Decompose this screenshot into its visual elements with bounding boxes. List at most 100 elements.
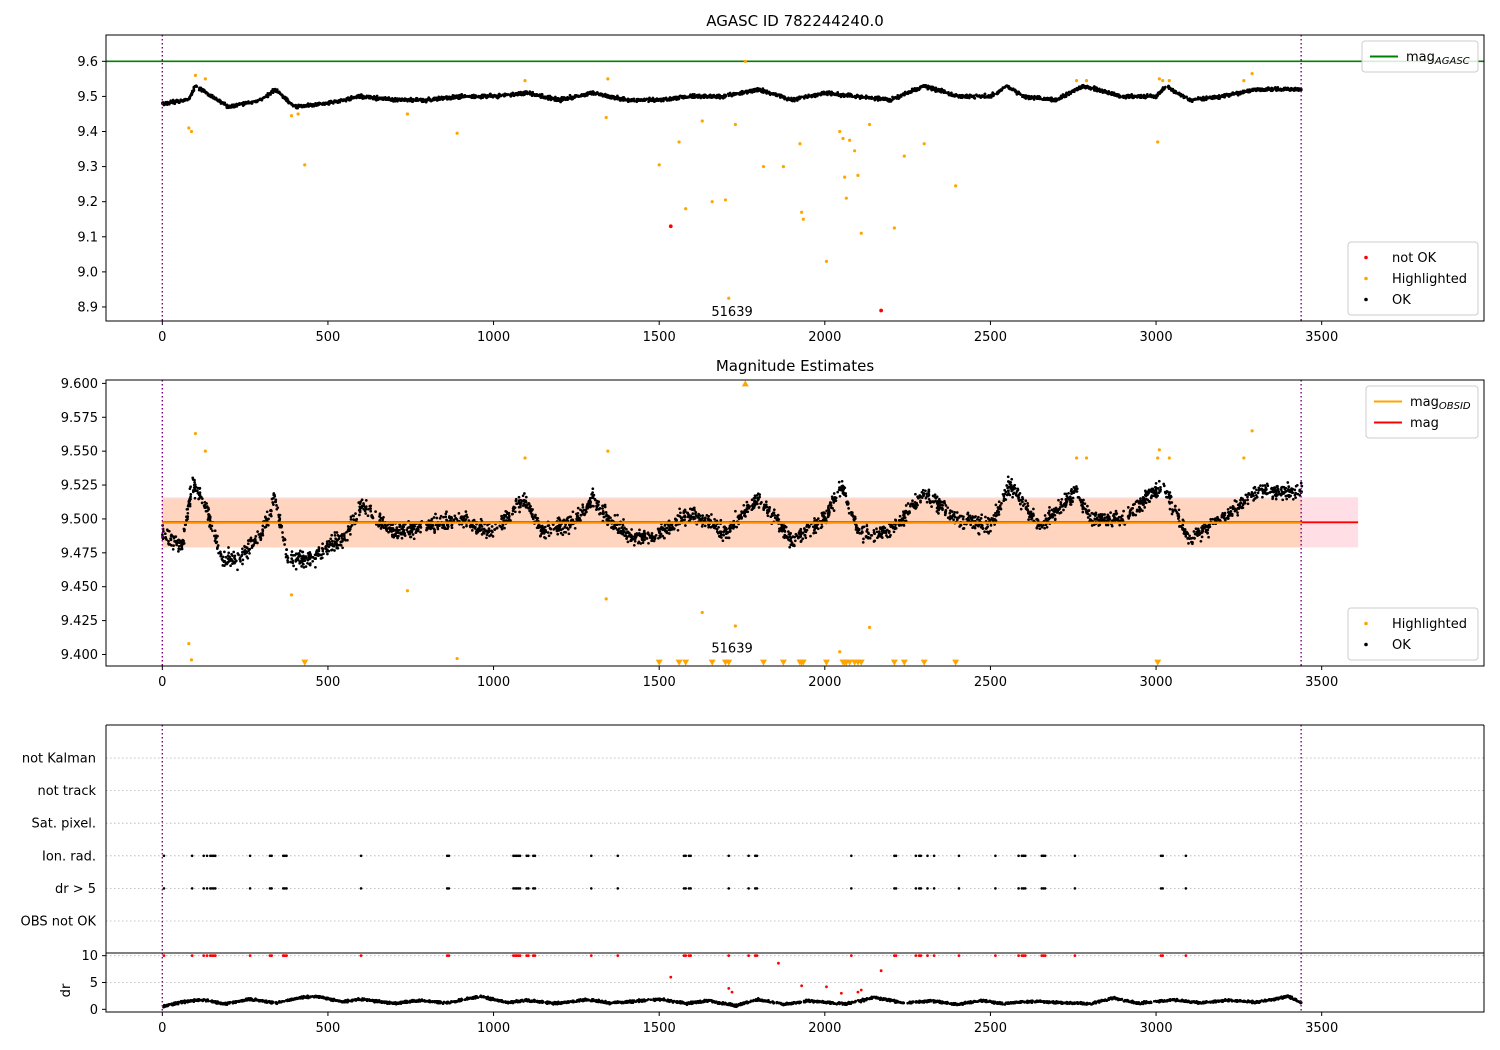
ok-point bbox=[460, 92, 464, 96]
ok-point bbox=[1001, 86, 1005, 89]
ok-point bbox=[250, 102, 254, 105]
ok-point bbox=[466, 95, 470, 98]
ok-point bbox=[375, 94, 379, 98]
ok-point bbox=[934, 499, 937, 503]
ok-point bbox=[339, 544, 343, 547]
ok-point bbox=[628, 98, 632, 101]
ok-point bbox=[711, 94, 714, 97]
ok-point bbox=[411, 533, 415, 536]
ok-point bbox=[364, 95, 368, 99]
ok-point bbox=[350, 97, 353, 100]
highlighted-point bbox=[604, 115, 608, 120]
ok-point bbox=[1156, 93, 1160, 97]
ok-point bbox=[745, 92, 749, 95]
ok-point bbox=[1057, 498, 1060, 502]
ok-point bbox=[976, 94, 979, 98]
ok-point bbox=[512, 92, 516, 96]
ok-point bbox=[647, 97, 650, 101]
highlighted-point bbox=[856, 173, 860, 177]
ok-point bbox=[865, 524, 869, 528]
ok-point bbox=[1089, 88, 1093, 91]
ok-point bbox=[491, 94, 495, 98]
y-tick-label: 9.6 bbox=[77, 55, 98, 70]
ok-point bbox=[497, 95, 501, 99]
ok-point bbox=[505, 93, 509, 97]
highlighted-point bbox=[798, 142, 802, 146]
ok-point bbox=[836, 91, 840, 94]
ok-point bbox=[163, 532, 167, 536]
ok-point bbox=[1182, 95, 1186, 99]
ok-point bbox=[749, 90, 753, 94]
ok-point bbox=[227, 551, 231, 555]
ok-point bbox=[1159, 90, 1163, 94]
ok-point bbox=[734, 509, 737, 513]
ok-point bbox=[239, 102, 243, 105]
ok-point bbox=[566, 96, 569, 99]
ok-point bbox=[1246, 502, 1250, 506]
ok-point bbox=[301, 105, 305, 108]
ok-point bbox=[972, 94, 976, 98]
ok-point bbox=[1226, 508, 1230, 511]
not-ok-points bbox=[668, 224, 884, 313]
ok-point bbox=[1037, 97, 1041, 101]
highlighted-point bbox=[867, 122, 872, 127]
ok-point bbox=[193, 496, 197, 500]
ok-point bbox=[282, 96, 286, 99]
ok-point bbox=[1081, 84, 1084, 87]
ok-point bbox=[433, 530, 436, 533]
ok-point bbox=[955, 511, 959, 514]
ok-point bbox=[1248, 90, 1252, 94]
ok-point bbox=[790, 96, 793, 100]
ok-point bbox=[987, 95, 991, 99]
ok-point bbox=[1016, 488, 1020, 492]
ok-point bbox=[1014, 493, 1018, 497]
obsid-annotation: 51639 bbox=[711, 305, 752, 320]
highlighted-point bbox=[954, 184, 958, 188]
ok-point bbox=[297, 104, 301, 108]
ok-point bbox=[1000, 502, 1003, 505]
ok-point bbox=[827, 90, 831, 93]
ok-point bbox=[1294, 484, 1298, 488]
ok-point bbox=[723, 96, 727, 99]
ok-point bbox=[1125, 93, 1129, 97]
ok-point bbox=[235, 104, 239, 108]
ok-point bbox=[549, 527, 553, 531]
ok-point bbox=[765, 91, 769, 95]
ok-point bbox=[948, 511, 952, 515]
ok-point bbox=[1118, 523, 1122, 527]
ok-point bbox=[374, 510, 377, 513]
ok-point bbox=[473, 95, 476, 99]
ok-point bbox=[470, 93, 474, 97]
highlighted-point bbox=[1074, 79, 1079, 83]
ok-point bbox=[328, 100, 332, 104]
ok-point bbox=[486, 94, 489, 98]
ok-point bbox=[793, 539, 797, 543]
ok-point bbox=[1242, 90, 1246, 93]
ok-point bbox=[655, 98, 658, 102]
ok-point bbox=[599, 92, 602, 95]
highlighted-point bbox=[843, 175, 847, 179]
ok-point bbox=[1121, 94, 1125, 98]
ok-point bbox=[1188, 534, 1191, 538]
ok-point bbox=[576, 506, 580, 510]
ok-point bbox=[161, 533, 164, 537]
ok-point bbox=[822, 90, 826, 94]
ok-point bbox=[465, 524, 468, 528]
ok-point bbox=[1083, 86, 1086, 89]
ok-point bbox=[1060, 497, 1064, 501]
ok-point bbox=[190, 93, 194, 96]
ok-point bbox=[215, 98, 219, 102]
ok-point bbox=[423, 99, 427, 102]
ok-point bbox=[1142, 94, 1145, 98]
ok-point bbox=[1192, 97, 1196, 101]
ok-point bbox=[1059, 511, 1063, 514]
ok-point bbox=[683, 518, 686, 522]
ok-point bbox=[177, 544, 181, 548]
ok-point bbox=[571, 96, 574, 100]
y-tick-label: 9.0 bbox=[77, 265, 98, 280]
ok-point bbox=[419, 99, 423, 102]
ok-point bbox=[1154, 482, 1158, 485]
highlighted-point bbox=[859, 231, 863, 235]
ok-point bbox=[274, 89, 277, 93]
